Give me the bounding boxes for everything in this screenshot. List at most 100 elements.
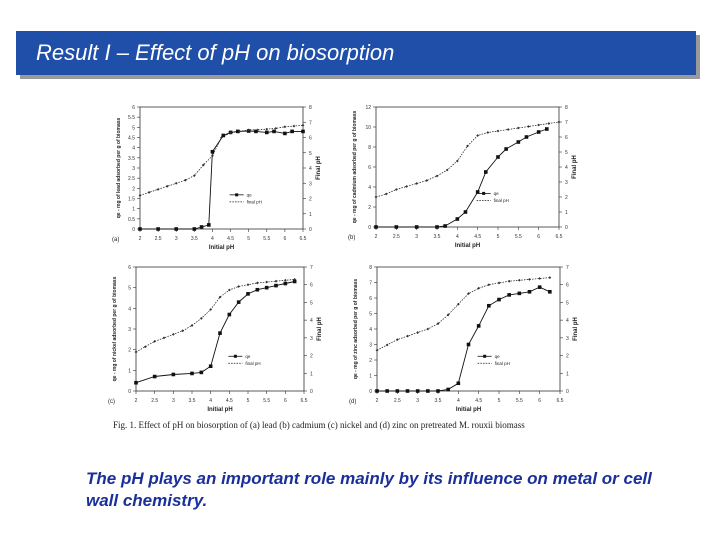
data-point-final-ph — [548, 276, 552, 280]
y-tick-label: 1.5 — [128, 197, 135, 203]
data-point-final-ph — [516, 126, 520, 130]
data-point-final-ph — [220, 136, 223, 139]
data-point-final-ph — [301, 123, 305, 127]
x-tick-label: 6 — [284, 398, 287, 404]
panel-label: (a) — [112, 237, 119, 243]
data-point-qe — [264, 285, 269, 290]
data-point-final-ph — [162, 336, 166, 340]
x-tick-label: 6 — [538, 398, 541, 404]
data-point-qe — [426, 389, 430, 393]
data-point-qe — [264, 130, 269, 135]
data-point-final-ph — [467, 292, 470, 295]
data-point-final-ph — [486, 131, 490, 134]
x-tick-label: 3 — [416, 398, 419, 404]
y-tick-label: 6 — [368, 165, 371, 171]
y-tick-label: 8 — [368, 145, 371, 151]
data-point-final-ph — [446, 313, 450, 317]
y-tick-label: 0 — [132, 227, 135, 233]
y-tick-label: 6 — [128, 265, 131, 271]
chart-panel-3: 2 2.5 3 3.5 4 4.5 5 5.5 6 6.5012345601234567Initi… — [108, 265, 323, 413]
data-point-qe — [443, 224, 447, 228]
y2-tick-label: 0 — [310, 389, 313, 395]
legend-marker-qe — [483, 354, 487, 358]
y2-tick-label: 6 — [565, 135, 568, 141]
y2-tick-label: 5 — [310, 300, 313, 306]
x-tick-label: 3.5 — [435, 398, 442, 404]
legend-label-final-ph: final pH — [245, 361, 260, 366]
series-line-final-ph — [139, 124, 304, 196]
data-point-qe — [504, 147, 508, 151]
x-tick-label: 4.5 — [227, 236, 234, 242]
series-line-final-ph — [376, 277, 550, 351]
y-tick-label: 5 — [369, 312, 372, 318]
data-point-qe — [545, 127, 549, 131]
data-point-qe — [463, 210, 468, 214]
data-point-qe — [516, 140, 521, 144]
x-tick-label: 4 — [211, 236, 214, 242]
x-tick-label: 5 — [247, 398, 250, 404]
y2-tick-label: 5 — [565, 150, 568, 156]
x-tick-label: 4 — [457, 398, 460, 404]
data-point-final-ph — [406, 334, 409, 338]
data-point-qe — [385, 389, 389, 393]
data-point-qe — [527, 290, 532, 294]
y2-tick-label: 0 — [309, 227, 312, 233]
y2-tick-label: 3 — [310, 336, 313, 342]
data-point-qe — [435, 225, 439, 229]
figure-caption: Fig. 1. Effect of pH on biosorption of (… — [113, 420, 525, 430]
y-tick-label: 3 — [132, 166, 135, 172]
x-tick-label: 3 — [175, 236, 178, 242]
data-point-qe — [254, 129, 258, 134]
data-point-final-ph — [374, 195, 378, 199]
data-point-qe — [394, 225, 399, 229]
data-point-qe — [207, 223, 211, 227]
x-tick-label: 5 — [247, 236, 250, 242]
slide-note: The pH plays an important role mainly by… — [86, 469, 652, 510]
x-tick-label: 3.5 — [191, 236, 198, 242]
chart-panel-1: 2 2.5 3 3.5 4 4.5 5 5.5 6 6.500.511.522.533.544.5… — [112, 105, 322, 251]
y-tick-label: 1 — [369, 374, 372, 380]
y2-tick-label: 5 — [309, 151, 312, 157]
data-point-qe — [152, 374, 157, 379]
y-tick-label: 5 — [128, 286, 131, 292]
data-point-final-ph — [557, 120, 561, 124]
y2-tick-label: 7 — [309, 120, 312, 126]
data-point-final-ph — [156, 187, 160, 191]
data-point-qe — [190, 371, 194, 376]
legend-label-final-ph: final pH — [495, 361, 510, 366]
y2-tick-label: 7 — [566, 265, 569, 271]
panel-label: (d) — [349, 399, 356, 405]
data-point-qe — [496, 155, 500, 159]
x-tick-label: 6 — [537, 234, 540, 240]
data-point-final-ph — [190, 324, 194, 327]
x-tick-label: 2.5 — [393, 234, 400, 240]
data-point-qe — [301, 129, 305, 134]
data-point-final-ph — [283, 125, 287, 129]
data-point-qe — [290, 129, 294, 134]
data-point-qe — [255, 287, 260, 292]
x-tick-label: 5.5 — [515, 234, 522, 240]
data-point-final-ph — [171, 332, 175, 336]
y2-tick-label: 5 — [566, 300, 569, 306]
y-tick-label: 10 — [365, 125, 371, 131]
data-point-qe — [375, 389, 379, 393]
y2-tick-label: 2 — [565, 195, 568, 201]
y-tick-label: 4 — [369, 327, 372, 333]
y-tick-label: 2 — [128, 348, 131, 354]
x-tick-label: 3.5 — [434, 234, 441, 240]
legend-marker-qe — [482, 191, 486, 195]
y-tick-label: 3 — [369, 343, 372, 349]
data-point-final-ph — [237, 285, 241, 288]
data-point-qe — [374, 225, 378, 229]
x-tick-label: 5.5 — [263, 236, 270, 242]
y-tick-label: 0.5 — [128, 217, 135, 223]
data-point-final-ph — [395, 338, 399, 342]
data-point-final-ph — [426, 327, 430, 331]
data-point-final-ph — [476, 134, 480, 137]
data-point-final-ph — [415, 182, 419, 185]
y-tick-label: 7 — [369, 281, 372, 287]
x-tick-label: 2 — [376, 398, 379, 404]
data-point-qe — [548, 290, 552, 294]
legend-marker-qe — [235, 193, 239, 197]
data-point-final-ph — [138, 194, 142, 197]
